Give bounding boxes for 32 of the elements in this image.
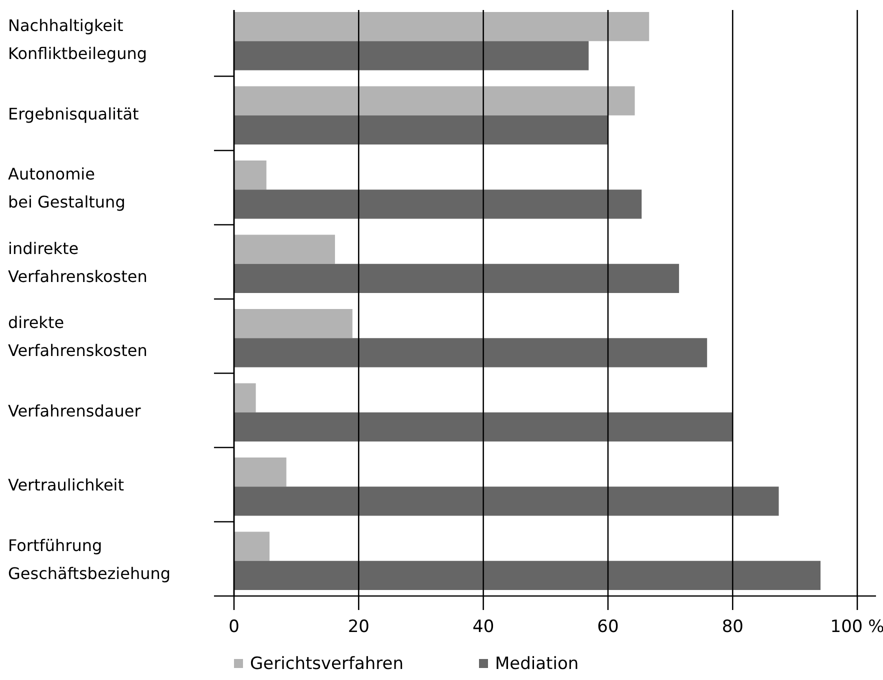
bar (234, 115, 608, 144)
bar (234, 190, 642, 219)
x-tick-label: 60 (597, 617, 619, 637)
y-tick-label: Verfahrensdauer (8, 401, 142, 420)
bar (234, 486, 779, 516)
y-tick-label: Nachhaltigkeit Konfliktbeilegung (8, 16, 148, 64)
x-tick-label: 0 (228, 617, 240, 637)
bar (234, 234, 335, 264)
bar (234, 412, 732, 442)
bar (234, 532, 270, 561)
legend-label: Mediation (495, 654, 579, 674)
x-tick-label: 40 (472, 617, 494, 637)
bar (234, 160, 266, 190)
y-tick-label: indirekte Verfahrenskosten (8, 238, 148, 286)
bar (234, 560, 821, 590)
bar (234, 264, 680, 293)
x-tick-label: 80 (722, 617, 744, 637)
bar (234, 458, 286, 487)
y-tick-label: Vertraulichkeit (8, 476, 124, 495)
y-tick-label: Autonomie bei Gestaltung (8, 164, 126, 212)
x-tick-label: 20 (348, 617, 370, 637)
x-tick-label: 100 % (830, 617, 883, 637)
bar (234, 338, 708, 368)
y-tick-label: Ergebnisqualität (8, 104, 139, 124)
legend-label: Gerichtsverfahren (250, 654, 404, 674)
y-tick-label: Fortführung Geschäftsbeziehung (8, 536, 171, 583)
bar (234, 383, 256, 412)
bar (234, 12, 650, 42)
bar (234, 41, 589, 70)
y-tick-label: direkte Verfahrenskosten (8, 313, 148, 360)
bar (234, 309, 352, 338)
bar (234, 86, 635, 116)
